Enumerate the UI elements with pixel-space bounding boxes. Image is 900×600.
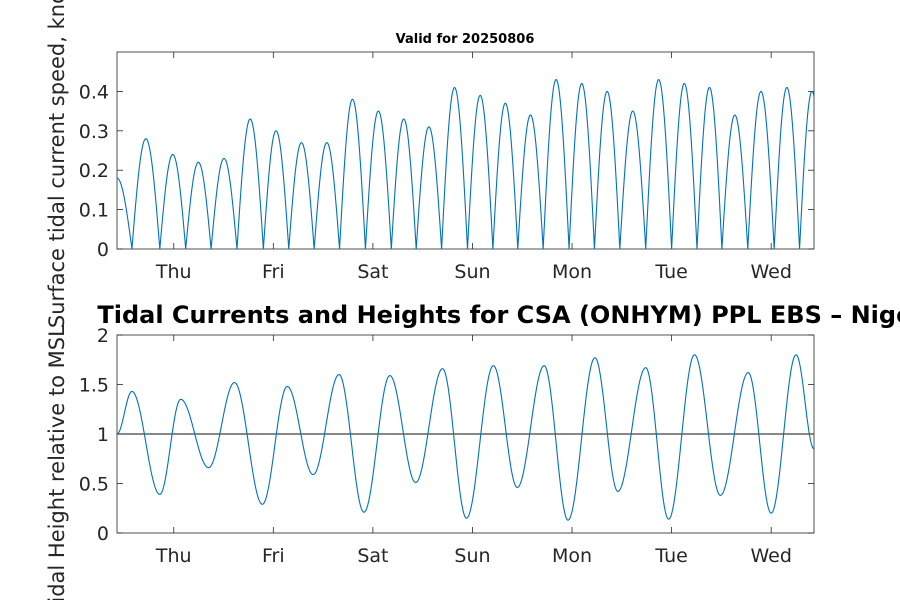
height-y-tick-label: 2 xyxy=(97,325,109,347)
speed-panel: 0 0.1 0.2 0.3 0.4 Thu Fri Sat Sun Mon Tue Wed Vali… xyxy=(45,0,815,328)
height-y-axis-label: Tidal Height relative to MSL xyxy=(45,325,69,600)
height-panel: 0 0.5 1 1.5 2 Thu Fri Sat Sun Mon Tue Wed Tidal Cu… xyxy=(45,301,900,600)
speed-y-tick-label: 0.2 xyxy=(79,160,109,182)
height-x-tick-label: Thu xyxy=(155,545,192,567)
speed-x-tick-label: Sun xyxy=(454,261,490,283)
height-y-tick-label: 1.5 xyxy=(79,375,109,397)
speed-x-ticks: Thu Fri Sat Sun Mon Tue Wed xyxy=(155,52,792,283)
height-y-tick-label: 0 xyxy=(97,523,109,545)
height-x-tick-label: Fri xyxy=(262,545,285,567)
speed-y-axis-label: Surface tidal current speed, knots xyxy=(45,0,69,328)
speed-x-tick-label: Sat xyxy=(357,261,388,283)
height-x-tick-label: Tue xyxy=(654,545,687,567)
height-x-tick-label: Sat xyxy=(357,545,388,567)
speed-series-line xyxy=(117,78,814,249)
speed-y-tick-label: 0.4 xyxy=(79,81,109,103)
speed-x-tick-label: Tue xyxy=(654,261,687,283)
speed-chart-title: Valid for 20250806 xyxy=(396,32,535,47)
height-x-tick-label: Wed xyxy=(750,545,791,567)
height-y-tick-label: 1 xyxy=(97,424,109,446)
speed-x-tick-label: Thu xyxy=(155,261,192,283)
main-chart-title: Tidal Currents and Heights for CSA (ONHY… xyxy=(97,301,900,329)
speed-y-tick-label: 0 xyxy=(97,239,109,261)
height-series-line xyxy=(117,354,814,521)
height-x-tick-label: Mon xyxy=(552,545,592,567)
height-y-tick-label: 0.5 xyxy=(79,474,109,496)
speed-x-tick-label: Fri xyxy=(262,261,285,283)
speed-y-ticks: 0 0.1 0.2 0.3 0.4 xyxy=(79,81,814,261)
height-x-tick-label: Sun xyxy=(454,545,490,567)
speed-y-tick-label: 0.3 xyxy=(79,121,109,143)
height-y-ticks: 0 0.5 1 1.5 2 xyxy=(79,325,814,545)
speed-x-tick-label: Mon xyxy=(552,261,592,283)
speed-x-tick-label: Wed xyxy=(750,261,791,283)
height-x-ticks: Thu Fri Sat Sun Mon Tue Wed xyxy=(155,335,792,567)
speed-y-tick-label: 0.1 xyxy=(79,200,109,222)
